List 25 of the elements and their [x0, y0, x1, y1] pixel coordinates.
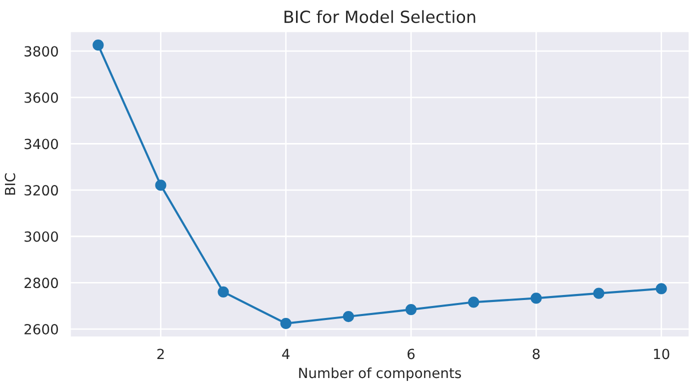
- x-tick-label: 2: [157, 348, 164, 360]
- y-tick-label: 3600: [24, 92, 58, 103]
- point: [593, 288, 604, 299]
- point: [530, 292, 542, 304]
- point: [656, 283, 667, 294]
- point: [342, 310, 354, 322]
- y-tick-label: 3800: [24, 46, 58, 57]
- point: [405, 304, 417, 316]
- point: [155, 180, 166, 191]
- y-tick-label: 3400: [24, 138, 58, 150]
- x-tick-label: 8: [532, 348, 540, 360]
- x-tick-label: 6: [408, 348, 415, 360]
- x-tick-label: 4: [282, 348, 290, 360]
- point: [92, 40, 104, 51]
- y-tick-label: 3200: [24, 185, 58, 196]
- y-axis-title: BIC: [4, 173, 16, 195]
- y-tick-label: 2800: [24, 278, 58, 288]
- y-tick-label: 2600: [24, 324, 58, 334]
- x-tick-label: 10: [654, 348, 670, 360]
- chart-title: BIC for Model Selection: [284, 10, 476, 24]
- y-tick-label: 3000: [24, 231, 58, 242]
- point: [468, 296, 480, 308]
- point: [280, 318, 292, 330]
- x-axis-title: Number of components: [299, 367, 461, 381]
- point: [218, 286, 229, 298]
